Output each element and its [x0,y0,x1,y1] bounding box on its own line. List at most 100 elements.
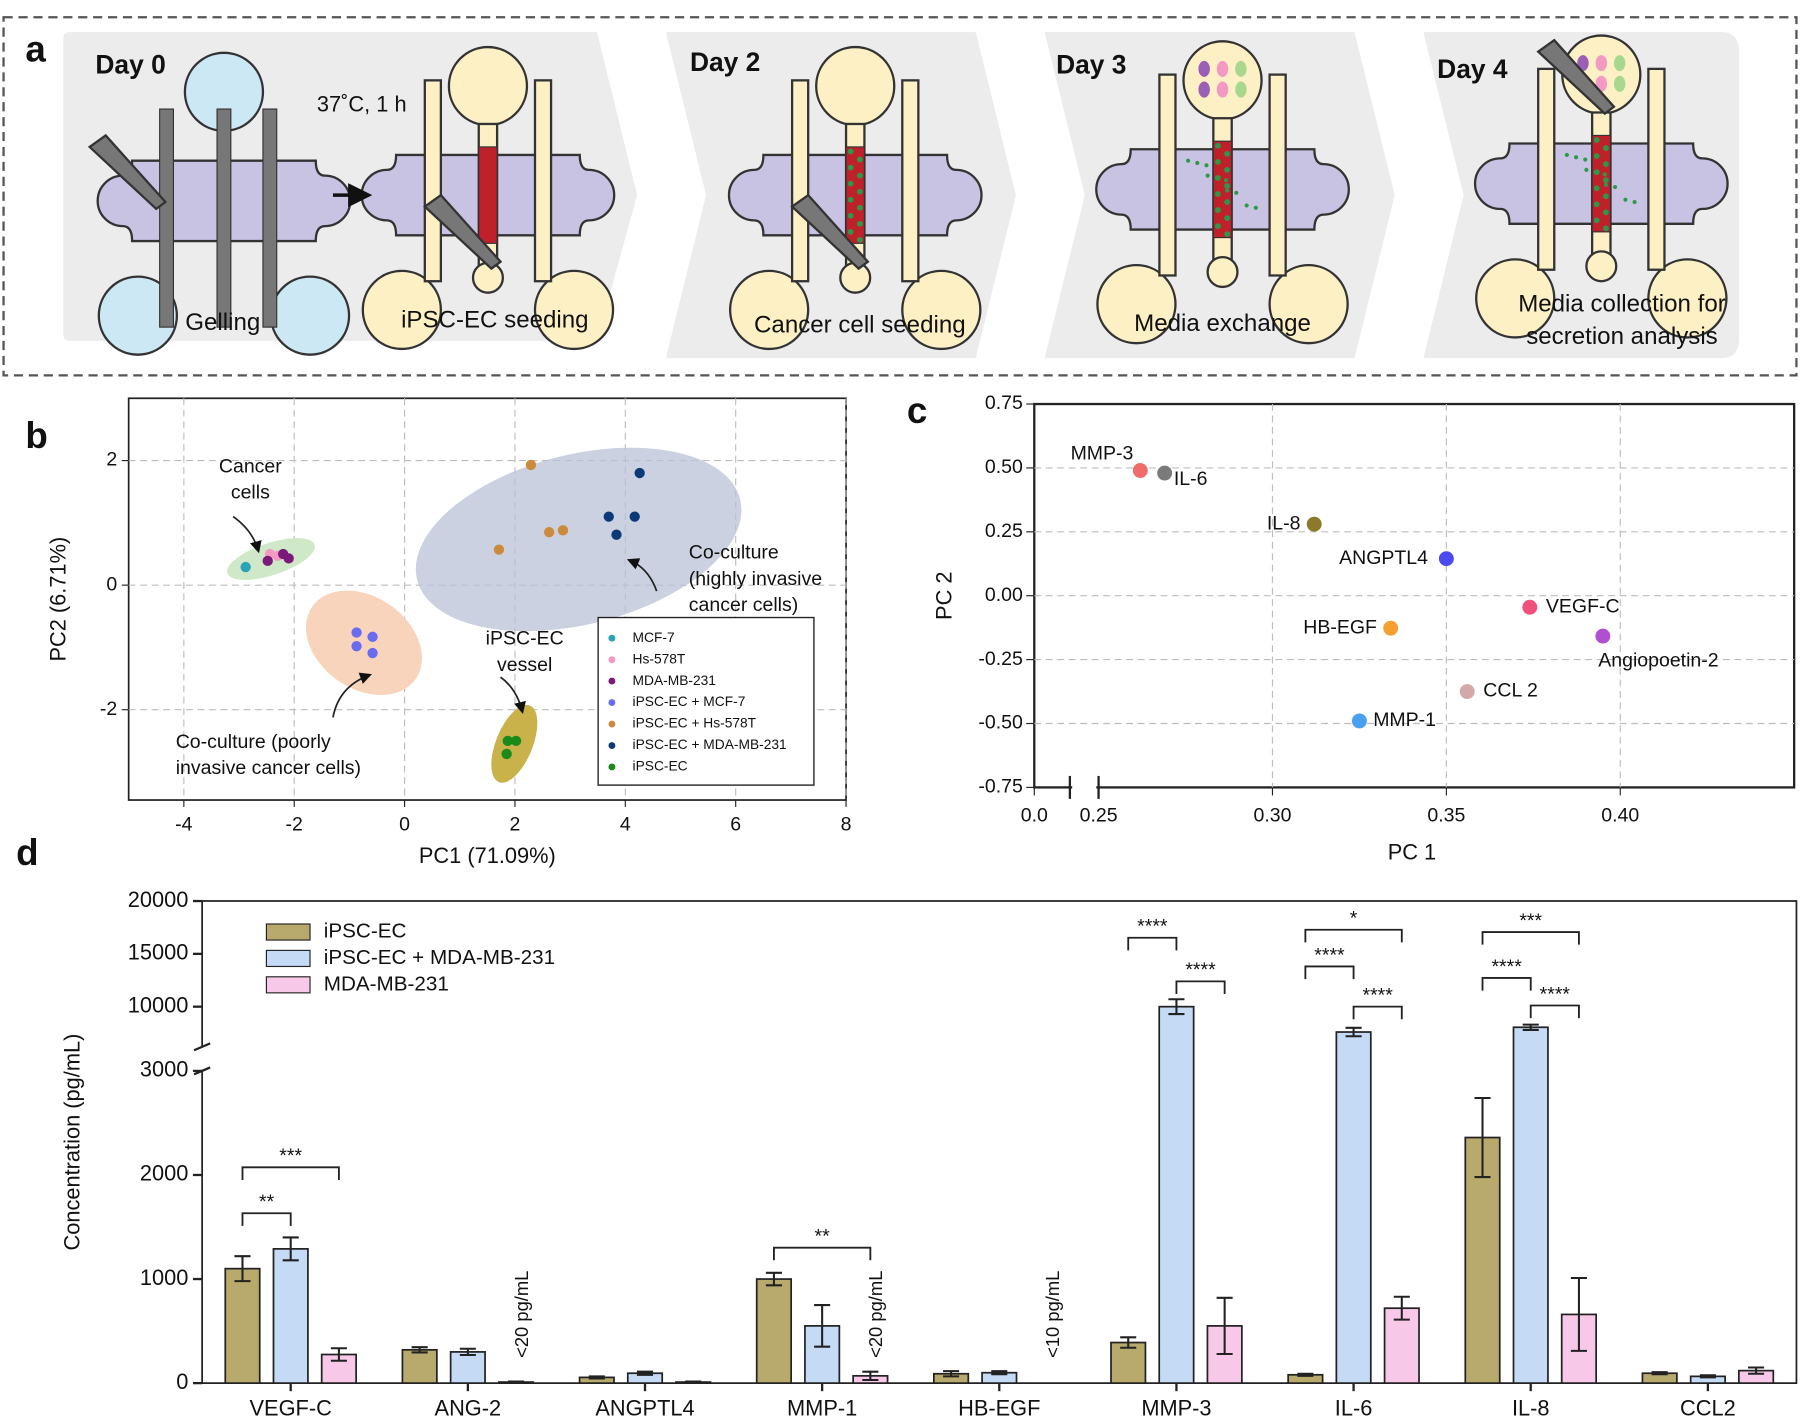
channel [1158,73,1177,277]
y-axis-label: Concentration (pg/mL) [59,1034,84,1251]
cell [1224,183,1230,189]
error-bar [459,1347,476,1357]
annotation: <20 pg/mL [511,1271,532,1358]
legend-swatch [265,949,311,968]
channel [423,79,443,283]
bar [755,1278,793,1384]
particle [1577,55,1589,72]
error-bar [991,1370,1008,1376]
significance-label: * [1350,908,1358,930]
error-bar [1120,1336,1137,1349]
data-point [1157,465,1173,481]
y-tick-label: 0.00 [985,584,1023,606]
cell [1224,150,1230,157]
cell [1564,152,1569,158]
device [1473,34,1729,339]
cell [1573,155,1579,160]
error-bar [765,1271,782,1287]
data-point [1351,713,1367,729]
error-bar [330,1347,347,1362]
panel-label: b [25,415,47,456]
reservoir [447,45,529,127]
legend-box [597,616,815,786]
cell [1224,167,1230,173]
cell [1603,193,1609,200]
significance-label: *** [279,1145,302,1167]
condition-note: 37˚C, 1 h [317,91,407,116]
legend-label: Hs-578T [633,651,686,666]
error-bar [411,1346,428,1354]
cell [1224,215,1230,221]
cell [1215,191,1221,197]
device [727,45,983,351]
error-bar [1522,1023,1539,1031]
reservoir [269,275,351,356]
cell [856,156,863,163]
gel-bar [159,108,175,328]
channel [533,79,553,283]
error-bar [234,1255,251,1283]
error-bar [814,1304,831,1348]
x-axis-label: PC 1 [1388,840,1436,865]
error-bar [685,1380,702,1384]
cell [1224,199,1230,205]
panel-label: a [25,28,46,69]
y-axis-label: PC 2 [932,571,957,619]
annotation-arrow [626,558,658,592]
y-tick-label: 0.25 [985,520,1023,542]
annotation: <10 pg/mL [1042,1271,1063,1358]
cell [1234,190,1239,195]
point-label: VEGF-C [1546,595,1620,617]
y-tick-label: 15000 [128,940,189,965]
cell [1593,217,1600,224]
bar [1464,1136,1501,1384]
x-tick-label: 0 [399,813,410,835]
significance-label: **** [1540,983,1571,1005]
data-point [1132,463,1148,478]
vessel [478,146,498,244]
error-bar [1297,1372,1314,1377]
reservoir [728,269,810,351]
significance-bracket [241,1166,340,1180]
y-tick-label: -0.25 [978,648,1023,670]
error-bar [1345,1026,1362,1038]
x-tick-label: 0.35 [1427,804,1465,826]
reservoir [1096,263,1177,345]
data-point [1595,628,1611,644]
bar [272,1248,309,1384]
cell [1583,157,1588,162]
cell [1244,203,1249,208]
particle [1216,60,1229,77]
cell [1603,177,1609,184]
annotation: Cancer [219,455,282,477]
significance-label: **** [1491,956,1522,978]
data-point [367,647,378,659]
data-point [1459,684,1475,700]
y-tick-label: 0.50 [985,456,1023,478]
data-point [525,459,537,471]
data-point [493,544,505,555]
bar [224,1267,261,1384]
day-label: Day 4 [1437,54,1508,84]
y-tick-label: -0.50 [978,712,1023,734]
bar [1158,1005,1195,1384]
data-point [1383,620,1399,636]
device [1095,40,1350,345]
cell [847,180,854,187]
significance-bracket [1304,928,1403,943]
panel-a-frame [2,16,1798,377]
channel [790,79,810,283]
particle [1235,81,1247,98]
cell [856,204,863,211]
pipette [87,133,168,211]
reservoir [1206,255,1239,289]
cell [1214,175,1219,180]
cell [1215,142,1221,149]
cell [1593,153,1600,159]
step-caption: Cancer cell seeding [754,311,966,338]
annotation: invasive cancer cells) [176,757,361,779]
x-tick-label: IL-6 [1335,1395,1373,1420]
significance-bracket [1352,1005,1403,1020]
cell [1215,158,1221,165]
